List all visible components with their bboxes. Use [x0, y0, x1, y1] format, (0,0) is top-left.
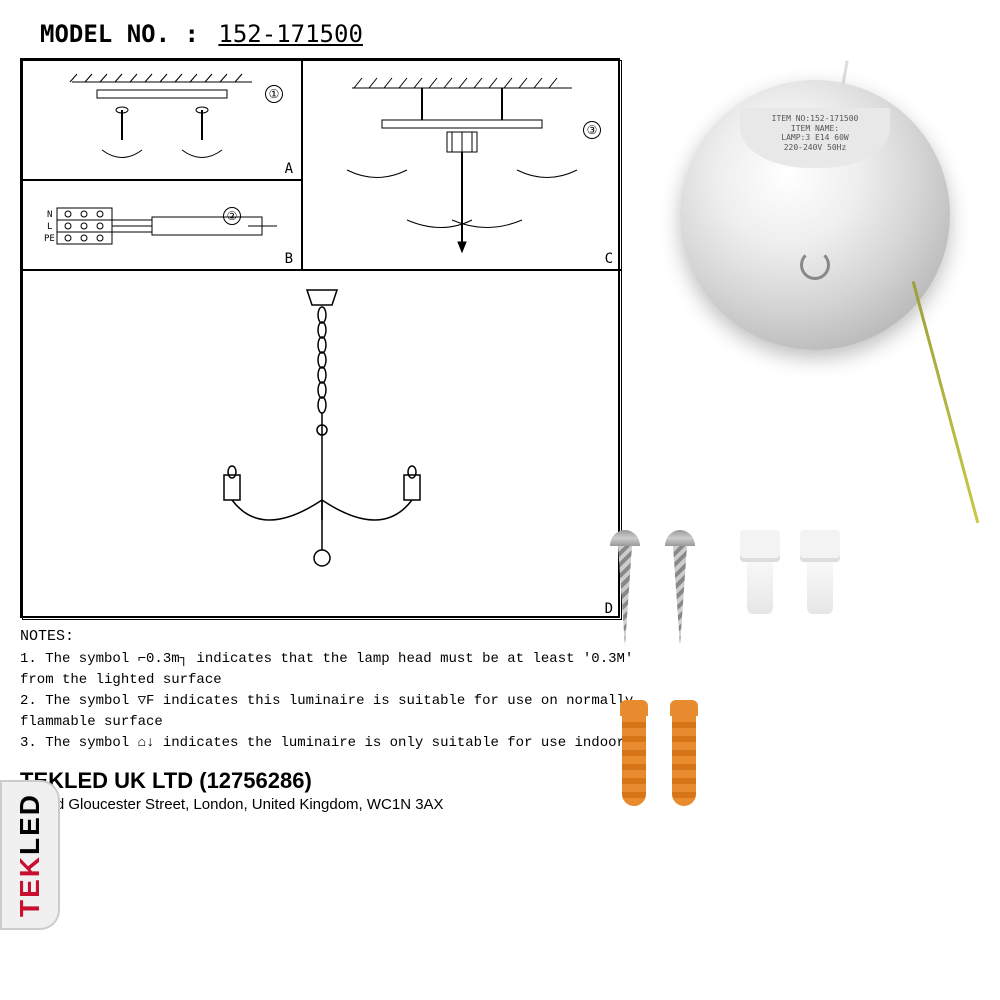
logo-red: TEK — [14, 855, 45, 917]
orange-anchor-1 — [620, 700, 648, 810]
label-line2: ITEM NAME: — [746, 124, 884, 134]
white-anchor-1 — [740, 530, 780, 620]
panel-c-label: C — [605, 251, 613, 267]
chandelier-diagram — [162, 280, 482, 610]
model-label: MODEL NO. : — [40, 20, 199, 48]
note-1: 1. The symbol ⌐0.3m┐ indicates that the … — [20, 649, 640, 691]
panel-a: ① A — [22, 60, 302, 180]
panel-d: D — [22, 270, 622, 620]
orange-anchor-2 — [670, 700, 698, 810]
white-anchor-2 — [800, 530, 840, 620]
label-line1: ITEM NO:152-171500 — [746, 114, 884, 124]
step-1-marker: ① — [265, 85, 283, 103]
label-line4: 220-240V 50Hz — [746, 143, 884, 153]
step-3-marker: ③ — [583, 121, 601, 139]
ceiling-canopy-photo: ITEM NO:152-171500 ITEM NAME: LAMP:3 E14… — [680, 80, 960, 360]
hardware-kit — [610, 530, 950, 810]
panel-b-label: B — [285, 251, 293, 267]
notes-section: NOTES: 1. The symbol ⌐0.3m┐ indicates th… — [20, 626, 640, 754]
panel-a-label: A — [285, 161, 293, 177]
svg-text:PE: PE — [44, 234, 55, 244]
canopy-hook — [800, 250, 830, 280]
label-line3: LAMP:3 E14 60W — [746, 133, 884, 143]
screw-1 — [610, 530, 640, 660]
diagram-step1 — [42, 70, 282, 170]
note-3: 3. The symbol ⌂↓ indicates the luminaire… — [20, 733, 640, 754]
product-label-sticker: ITEM NO:152-171500 ITEM NAME: LAMP:3 E14… — [740, 108, 890, 168]
diagram-step3 — [312, 70, 612, 260]
diagram-step2: N L PE — [42, 190, 282, 260]
panel-b: N L PE ② B — [22, 180, 302, 270]
earth-wire — [741, 281, 980, 569]
notes-title: NOTES: — [20, 626, 640, 649]
model-number: 152-171500 — [218, 20, 363, 48]
note-2: 2. The symbol ▽F indicates this luminair… — [20, 691, 640, 733]
screw-2 — [665, 530, 695, 660]
instruction-diagram: ① A N L PE ② B — [20, 58, 620, 618]
panel-c: ③ C — [302, 60, 622, 270]
svg-text:L: L — [47, 222, 52, 232]
tekled-logo: TEKLED — [0, 780, 60, 930]
logo-black: LED — [14, 793, 45, 855]
svg-text:N: N — [47, 210, 52, 220]
step-2-marker: ② — [223, 207, 241, 225]
